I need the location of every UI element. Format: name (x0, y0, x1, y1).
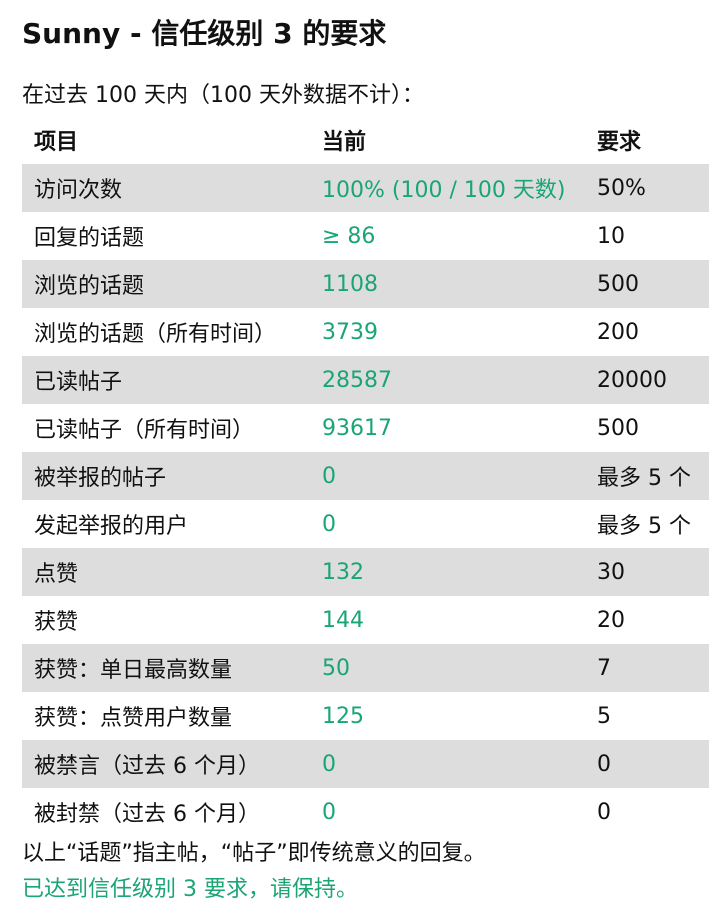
row-required-value: 最多 5 个 (585, 500, 709, 548)
definition-note: 以上“话题”指主帖，“帖子”即传统意义的回复。 (22, 841, 486, 866)
row-current-value: 144 (310, 596, 585, 644)
table-row: 被举报的帖子 0 最多 5 个 (22, 452, 709, 500)
row-required-value: 0 (585, 788, 709, 836)
table-row: 点赞 132 30 (22, 548, 709, 596)
row-item-label: 浏览的话题 (22, 260, 310, 308)
row-current-value: 3739 (310, 308, 585, 356)
row-required-value: 5 (585, 692, 709, 740)
table-row: 浏览的话题（所有时间） 3739 200 (22, 308, 709, 356)
column-header-required: 要求 (597, 130, 642, 155)
row-required-value: 7 (585, 644, 709, 692)
row-current-value: 1108 (310, 260, 585, 308)
row-current-value: 50 (310, 644, 585, 692)
table-row: 获赞：点赞用户数量 125 5 (22, 692, 709, 740)
table-row: 回复的话题 ≥ 86 10 (22, 212, 709, 260)
row-required-value: 20 (585, 596, 709, 644)
row-item-label: 被封禁（过去 6 个月） (22, 788, 310, 836)
row-item-label: 浏览的话题（所有时间） (22, 308, 310, 356)
row-required-value: 0 (585, 740, 709, 788)
requirements-table: 项目 当前 要求 访问次数 100% (100 / 100 天数) 50% 回复… (22, 116, 709, 836)
row-current-value: 28587 (310, 356, 585, 404)
row-current-value: 0 (310, 500, 585, 548)
table-row: 已读帖子（所有时间） 93617 500 (22, 404, 709, 452)
table-body: 访问次数 100% (100 / 100 天数) 50% 回复的话题 ≥ 86 … (22, 164, 709, 836)
row-current-value: 125 (310, 692, 585, 740)
column-header-item: 项目 (34, 130, 79, 155)
row-item-label: 获赞：单日最高数量 (22, 644, 310, 692)
row-item-label: 被举报的帖子 (22, 452, 310, 500)
row-item-label: 发起举报的用户 (22, 500, 310, 548)
table-row: 访问次数 100% (100 / 100 天数) 50% (22, 164, 709, 212)
row-item-label: 获赞：点赞用户数量 (22, 692, 310, 740)
row-required-value: 最多 5 个 (585, 452, 709, 500)
row-current-value: 100% (100 / 100 天数) (310, 164, 585, 212)
table-row: 被封禁（过去 6 个月） 0 0 (22, 788, 709, 836)
row-required-value: 500 (585, 260, 709, 308)
row-required-value: 200 (585, 308, 709, 356)
status-message: 已达到信任级别 3 要求，请保持。 (22, 877, 358, 902)
row-item-label: 获赞 (22, 596, 310, 644)
table-row: 获赞 144 20 (22, 596, 709, 644)
row-required-value: 10 (585, 212, 709, 260)
period-description: 在过去 100 天内（100 天外数据不计）： (22, 83, 424, 108)
row-item-label: 已读帖子 (22, 356, 310, 404)
row-current-value: ≥ 86 (310, 212, 585, 260)
row-current-value: 93617 (310, 404, 585, 452)
row-current-value: 132 (310, 548, 585, 596)
row-current-value: 0 (310, 740, 585, 788)
row-item-label: 访问次数 (22, 164, 310, 212)
row-required-value: 50% (585, 164, 709, 212)
row-item-label: 回复的话题 (22, 212, 310, 260)
table-row: 获赞：单日最高数量 50 7 (22, 644, 709, 692)
table-row: 已读帖子 28587 20000 (22, 356, 709, 404)
row-current-value: 0 (310, 788, 585, 836)
row-required-value: 30 (585, 548, 709, 596)
table-header-row: 项目 当前 要求 (22, 116, 709, 164)
table-row: 被禁言（过去 6 个月） 0 0 (22, 740, 709, 788)
table-row: 浏览的话题 1108 500 (22, 260, 709, 308)
page-title: Sunny - 信任级别 3 的要求 (22, 17, 387, 50)
row-item-label: 点赞 (22, 548, 310, 596)
table-row: 发起举报的用户 0 最多 5 个 (22, 500, 709, 548)
row-required-value: 20000 (585, 356, 709, 404)
row-required-value: 500 (585, 404, 709, 452)
row-item-label: 已读帖子（所有时间） (22, 404, 310, 452)
row-item-label: 被禁言（过去 6 个月） (22, 740, 310, 788)
row-current-value: 0 (310, 452, 585, 500)
column-header-current: 当前 (322, 130, 367, 155)
